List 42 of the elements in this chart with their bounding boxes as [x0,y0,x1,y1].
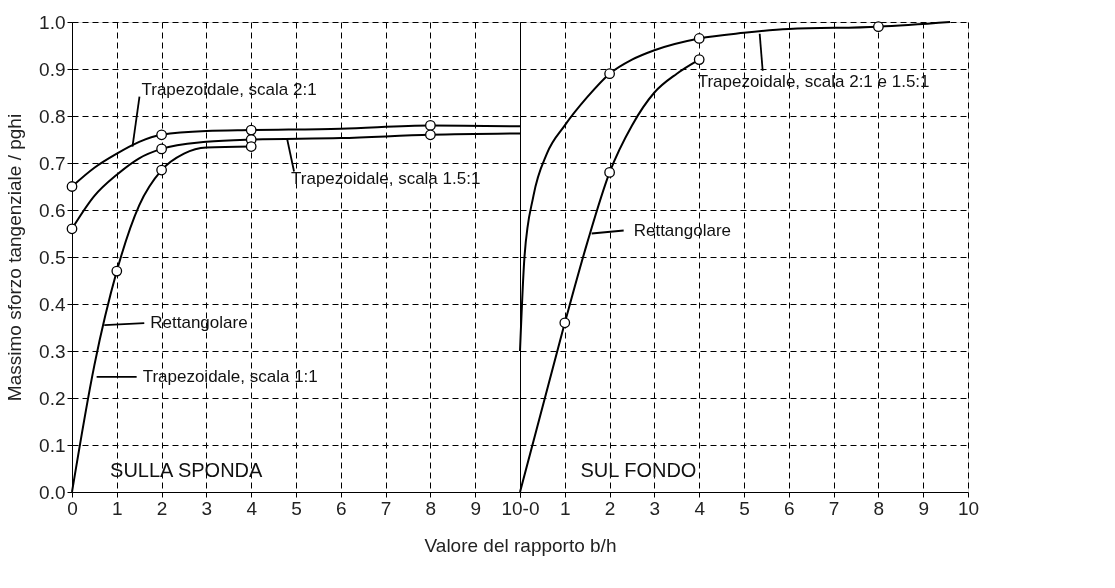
y-tick-label: 0.5 [39,246,66,268]
annotation: SUL FONDO [580,458,697,481]
y-tick-label: 0.2 [39,387,66,409]
x-tick-label: 2 [604,497,616,519]
annotation: Trapezoidale, scala 1:1 [142,366,318,386]
y-axis-title: Massimo sforzo tangenziale / pghi [4,113,26,402]
x-tick-label: 1 [112,497,123,519]
x-tick-label: 6 [784,497,795,519]
x-tick-label: 3 [649,497,661,519]
y-tick-label: 0.1 [39,434,66,456]
y-tick-label: 0.3 [39,340,66,362]
x-tick-label: 3 [201,497,213,519]
x-tick-label: 10 [957,497,980,519]
x-tick-label: 9 [470,497,481,519]
annotation: Rettangolare [150,313,248,333]
x-tick-label: 5 [739,497,750,519]
x-tick-label: 7 [380,497,392,519]
x-tick-label: 6 [336,497,347,519]
x-tick-label: 2 [156,497,168,519]
x-tick-label: 10-0 [501,497,540,519]
x-tick-label: 1 [560,497,571,519]
annotation: Trapezoidale, scala 2:1 e 1.5:1 [697,71,930,91]
x-tick-label: 4 [694,497,706,519]
x-tick-label: 8 [873,497,885,519]
x-tick-label: 8 [425,497,437,519]
annotation: SULLA SPONDA [110,458,264,481]
y-tick-label: 0.8 [39,105,66,127]
y-tick-label: 1.0 [39,11,66,33]
annotation: Trapezoidale, scala 1.5:1 [291,168,481,188]
y-tick-label: 0.4 [39,293,66,315]
x-axis-title: Valore del rapporto b/h [424,534,617,556]
x-tick-label: 9 [918,497,929,519]
annotation: Rettangolare [633,220,732,240]
y-tick-label: 0.7 [39,152,66,174]
x-tick-label: 0 [67,497,78,519]
x-tick-label: 5 [291,497,302,519]
x-tick-label: 7 [828,497,840,519]
y-tick-label: 0.6 [39,199,66,221]
x-tick-label: 4 [246,497,258,519]
y-tick-label: 0.9 [39,58,66,80]
annotation: Trapezoidale, scala 2:1 [141,79,317,99]
y-tick-label: 0.0 [39,481,66,503]
